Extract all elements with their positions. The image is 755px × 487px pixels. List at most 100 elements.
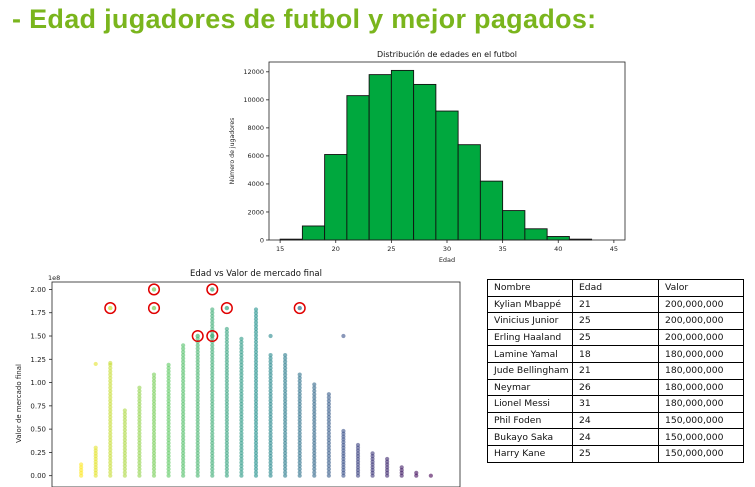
scatter-point (239, 473, 244, 478)
scatter-point (166, 372, 171, 377)
scatter-point (326, 447, 331, 452)
scatter-point (297, 388, 302, 394)
scatter-point (137, 454, 142, 459)
scatter-point (224, 421, 229, 426)
scatter-point (224, 395, 229, 400)
histogram-y-tick-label: 0 (260, 236, 264, 244)
scatter-point (151, 379, 157, 384)
cell-age: 25 (572, 312, 659, 330)
scatter-point (326, 401, 331, 407)
scatter-point (239, 434, 244, 439)
histogram-y-tick-label: 6000 (247, 152, 264, 160)
scatter-point (224, 366, 229, 371)
scatter-point (137, 450, 142, 455)
scatter-point (283, 431, 288, 436)
histogram-bar (435, 110, 459, 241)
scatter-point (151, 470, 157, 475)
scatter-point (297, 460, 302, 465)
scatter-point (122, 440, 127, 446)
scatter-point (210, 343, 215, 348)
scatter-point (195, 450, 200, 455)
highlight-circle (104, 302, 117, 315)
scatter-point (253, 395, 259, 400)
scatter-point (181, 385, 186, 390)
scatter-point (210, 392, 215, 397)
scatter-point (312, 460, 317, 465)
histogram-y-label: Número de jugadores (228, 118, 236, 185)
scatter-point (414, 470, 419, 475)
scatter-point (224, 454, 229, 459)
scatter-point (326, 473, 331, 478)
scatter-point (195, 333, 200, 339)
scatter-point (137, 467, 142, 472)
scatter-point (312, 382, 317, 387)
scatter-point (224, 326, 229, 332)
scatter-point (312, 440, 317, 446)
scatter-point (195, 395, 200, 400)
scatter-point (210, 444, 215, 449)
scatter-point (224, 352, 229, 358)
scatter-point (122, 467, 127, 472)
scatter-point (195, 352, 200, 358)
scatter-point (283, 470, 288, 475)
scatter-point (151, 440, 157, 446)
scatter-plot-frame (51, 281, 461, 487)
scatter-point (312, 450, 317, 455)
scatter-point (239, 343, 244, 348)
histogram-bar (324, 154, 348, 241)
scatter-point (210, 346, 215, 351)
scatter-point (210, 307, 215, 312)
cell-name: Jude Bellingham (487, 361, 573, 380)
scatter-point (297, 467, 302, 472)
scatter-point (195, 463, 200, 469)
scatter-point (253, 427, 259, 433)
scatter-point (268, 382, 273, 387)
scatter-point (239, 444, 244, 449)
scatter-point (122, 454, 127, 459)
scatter-point (253, 398, 259, 403)
scatter-point (326, 405, 331, 410)
header-value: Valor (658, 279, 744, 297)
scatter-point (224, 434, 229, 439)
scatter-point (224, 444, 229, 449)
scatter-point (122, 444, 127, 449)
scatter-point (239, 418, 244, 423)
scatter-point (108, 395, 113, 400)
scatter-point (195, 346, 200, 351)
scatter-point (137, 418, 142, 423)
scatter-point (122, 460, 127, 465)
scatter-point (370, 451, 375, 456)
scatter-point (108, 392, 113, 397)
scatter-point (341, 333, 346, 339)
scatter-point (166, 470, 171, 475)
scatter-point (181, 362, 186, 367)
scatter-point (151, 398, 157, 403)
scatter-point (224, 405, 229, 410)
top-players-table-wrap: Nombre Edad Valor Kylian Mbappé 21 200,0… (487, 279, 744, 463)
scatter-point (253, 313, 259, 319)
scatter-point (122, 421, 127, 426)
scatter-point (283, 385, 288, 390)
scatter-point (297, 392, 302, 397)
scatter-point (312, 398, 317, 403)
scatter-point (326, 392, 331, 397)
scatter-point (268, 369, 273, 374)
scatter-point (297, 375, 302, 381)
scatter-point (312, 411, 317, 416)
scatter-point (297, 305, 302, 311)
scatter-point (137, 444, 142, 449)
scatter-point (312, 424, 317, 429)
scatter-point (210, 388, 215, 394)
scatter-point (239, 437, 244, 442)
scatter-point (151, 408, 157, 413)
scatter-point (137, 463, 142, 469)
scatter-point (195, 447, 200, 452)
scatter-point (312, 405, 317, 410)
scatter-point (108, 305, 113, 311)
scatter-point (210, 372, 215, 377)
scatter-point (137, 401, 142, 407)
scatter-point (108, 440, 113, 446)
scatter-point (108, 379, 113, 384)
scatter-point (239, 388, 244, 394)
scatter-point (137, 437, 142, 442)
